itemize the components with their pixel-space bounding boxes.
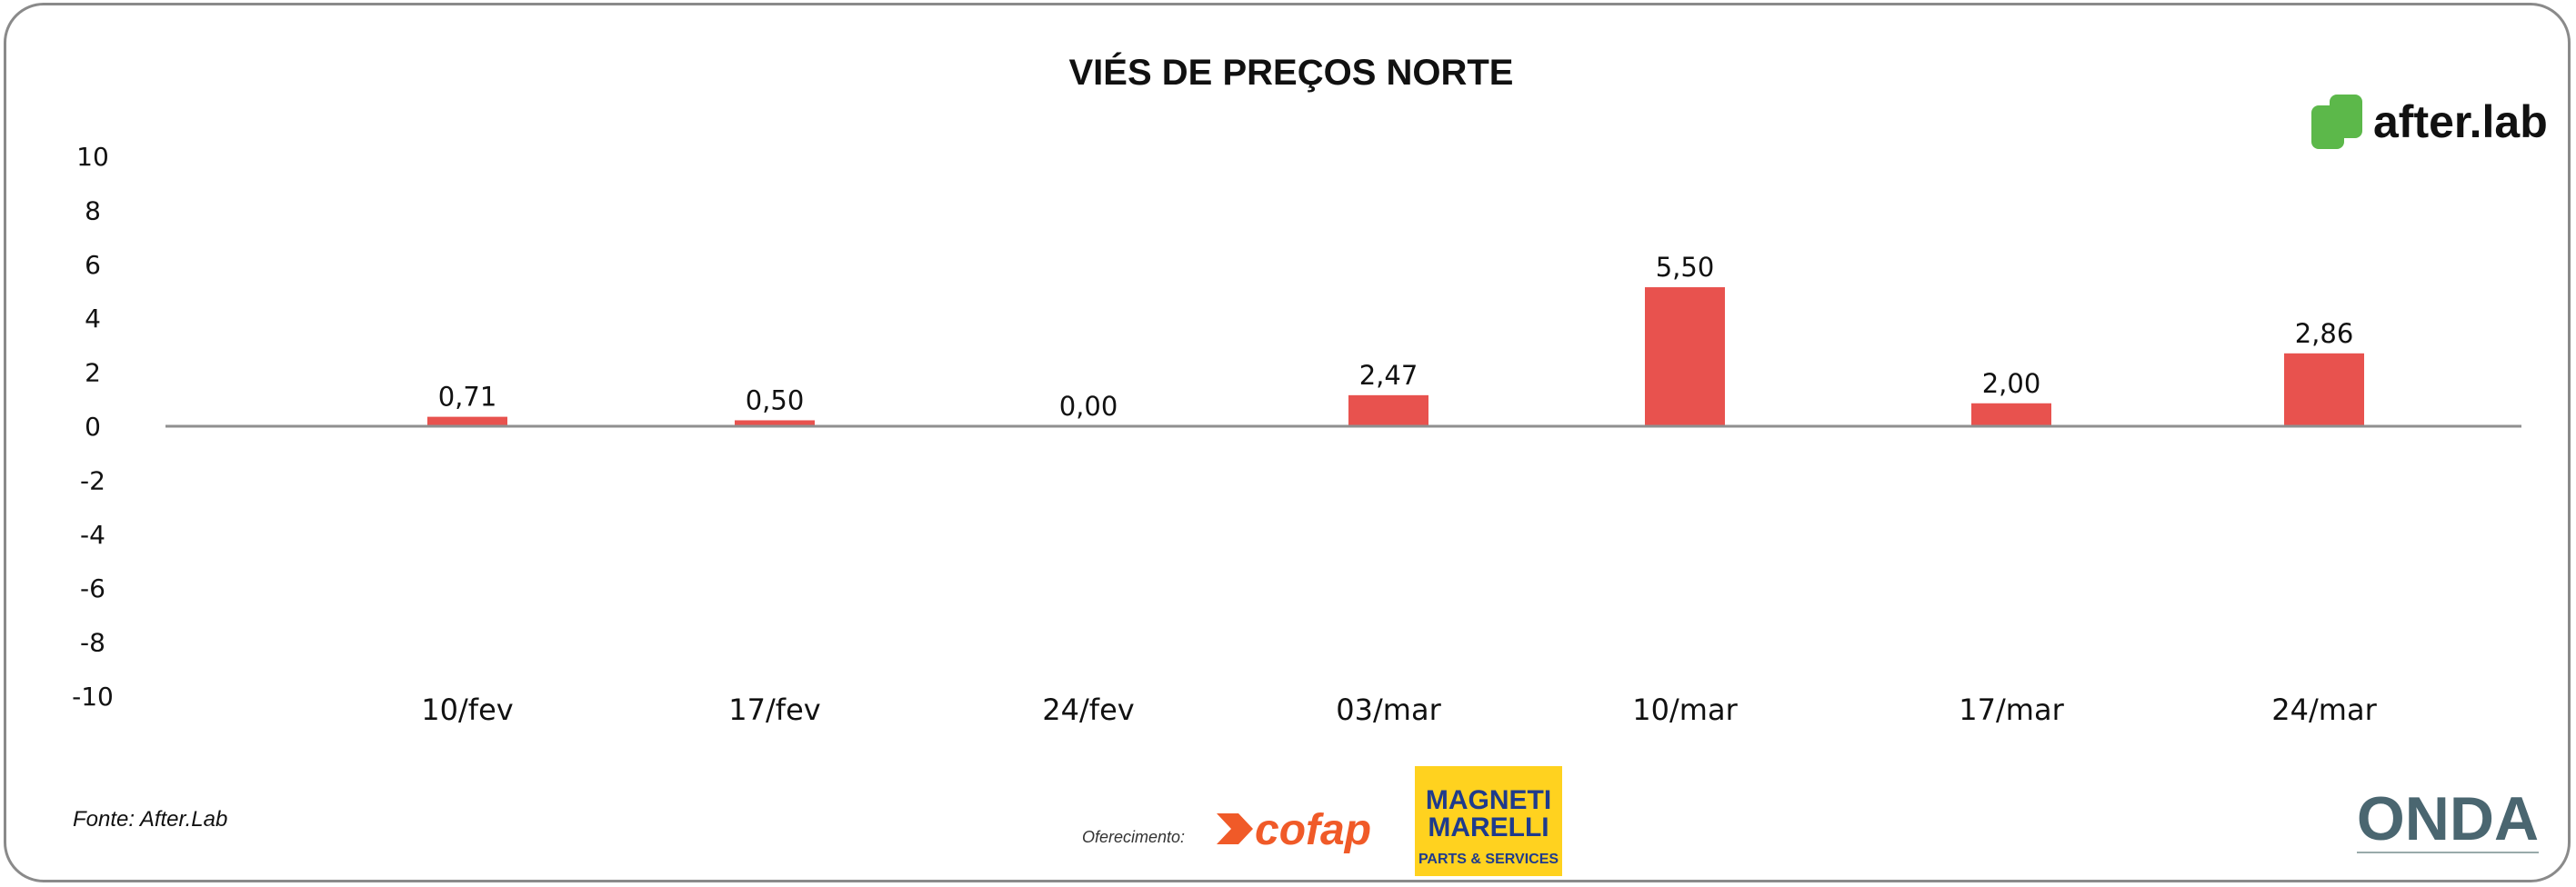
data-label: 5,50 bbox=[1656, 252, 1715, 283]
x-tick-label: 10/fev bbox=[421, 693, 513, 727]
x-tick-label: 17/mar bbox=[1959, 693, 2064, 727]
data-label: 0,71 bbox=[438, 382, 497, 413]
magneti-marelli-logo: MAGNETI MARELLI PARTS & SERVICES bbox=[1415, 766, 1562, 876]
y-tick-label: 6 bbox=[85, 250, 101, 280]
bar bbox=[427, 416, 507, 426]
cofap-logo: cofap bbox=[1217, 806, 1371, 854]
x-tick-label: 24/mar bbox=[2271, 693, 2377, 727]
y-tick-label: 8 bbox=[85, 195, 101, 225]
onda-logo: ONDA bbox=[2357, 784, 2539, 853]
bar bbox=[1645, 287, 1725, 426]
data-label: 2,47 bbox=[1359, 360, 1418, 391]
magneti-marelli-badge bbox=[1415, 766, 1562, 876]
x-tick-label: 03/mar bbox=[1336, 693, 1441, 727]
magneti-line2: MARELLI bbox=[1428, 812, 1549, 842]
y-tick-label: 0 bbox=[85, 412, 101, 442]
x-axis: 10/fev 17/fev 24/fev 03/mar 10/mar 17/mar 24/m… bbox=[421, 693, 2377, 727]
afterlab-logo-mark-right bbox=[2330, 95, 2362, 138]
bar bbox=[2284, 353, 2364, 426]
y-tick-label: 4 bbox=[85, 304, 101, 334]
onda-wordmark: ONDA bbox=[2357, 784, 2539, 853]
y-tick-label: -8 bbox=[80, 628, 105, 658]
source-note: Fonte: After.Lab bbox=[73, 807, 227, 832]
bar bbox=[735, 420, 815, 426]
data-label: 2,86 bbox=[2295, 318, 2354, 349]
chart-frame bbox=[4, 3, 2571, 882]
y-tick-label: 10 bbox=[76, 142, 109, 172]
y-tick-label: -2 bbox=[80, 465, 105, 495]
cofap-wordmark: cofap bbox=[1255, 806, 1371, 854]
bar bbox=[1348, 394, 1428, 426]
y-tick-label: -10 bbox=[72, 682, 114, 712]
x-tick-label: 17/fev bbox=[728, 693, 820, 727]
cofap-logo-mark bbox=[1217, 813, 1253, 844]
y-tick-label: -4 bbox=[80, 520, 105, 550]
y-axis: 10 8 6 4 2 0 -2 -4 -6 -8 -10 bbox=[72, 142, 114, 712]
bars-group bbox=[427, 287, 2364, 426]
afterlab-logo: after.lab bbox=[2311, 95, 2548, 149]
data-label: 0,00 bbox=[1059, 391, 1118, 422]
x-tick-label: 10/mar bbox=[1632, 693, 1738, 727]
chart-title: VIÉS DE PREÇOS NORTE bbox=[1069, 52, 1514, 93]
data-labels: 0,71 0,50 0,00 2,47 5,50 2,00 2,86 bbox=[438, 252, 2354, 422]
bar bbox=[1971, 403, 2051, 426]
y-tick-label: 2 bbox=[85, 358, 101, 388]
data-label: 0,50 bbox=[746, 384, 805, 415]
magneti-line1: MAGNETI bbox=[1426, 785, 1551, 815]
afterlab-wordmark: after.lab bbox=[2373, 96, 2548, 147]
data-label: 2,00 bbox=[1982, 368, 2041, 399]
magneti-subtitle: PARTS & SERVICES bbox=[1418, 852, 1559, 867]
x-tick-label: 24/fev bbox=[1042, 693, 1134, 727]
sponsor-label: Oferecimento: bbox=[1082, 828, 1185, 846]
y-tick-label: -6 bbox=[80, 573, 105, 603]
